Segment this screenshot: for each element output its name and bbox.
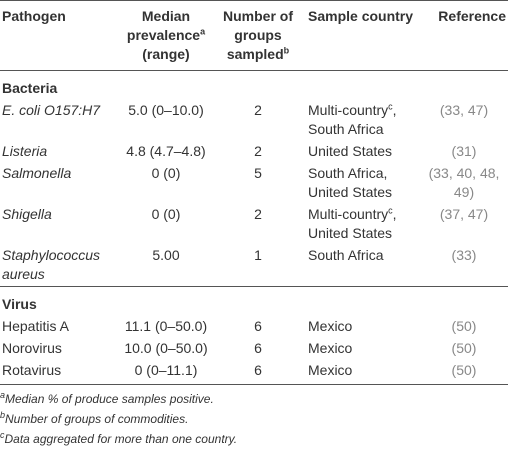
cell: Mexico xyxy=(308,318,353,334)
section-row: Virus xyxy=(0,286,508,316)
cell: (50) xyxy=(451,318,477,334)
cell: 1 xyxy=(254,247,262,263)
cell: (31) xyxy=(451,143,477,159)
data-row: Listeria 4.8 (4.7–4.8) 2 United States (31) xyxy=(0,141,508,163)
data-row: Salmonella 0 (0) 5 South Africa, United Sta… xyxy=(0,163,508,204)
data-row: Norovirus 10.0 (0–50.0) 6 Mexico (50) xyxy=(0,338,508,360)
data-row: E. coli O157:H7 5.0 (0–10.0) 2 Multi-countr… xyxy=(0,100,508,141)
cell: 6 xyxy=(216,360,300,385)
footnote-mark: c xyxy=(0,430,5,440)
cell: 0 (0) xyxy=(151,165,181,181)
footnote-mark: c xyxy=(388,101,393,112)
cell: (37, 47) xyxy=(439,206,489,222)
cell: 6 xyxy=(254,340,262,356)
header-cell: Sample country xyxy=(300,0,420,71)
cell: 4.8 (4.7–4.8) xyxy=(126,143,206,159)
footnote: aMedian % of produce samples positive. xyxy=(0,389,508,409)
cell: 0 (0) xyxy=(151,206,181,222)
cell: 2 xyxy=(254,102,262,118)
data-row: Staphylococcus aureus 5.00 1 South Africa (3… xyxy=(0,245,508,287)
cell: (33) xyxy=(451,247,477,263)
cell: Mexico xyxy=(308,340,353,356)
footnote: bNumber of groups of commodities. xyxy=(0,409,508,429)
cell-text: Multi-country xyxy=(308,206,389,222)
cell: 6 xyxy=(254,318,262,334)
section-title: Virus xyxy=(0,286,508,316)
cell: Mexico xyxy=(300,360,420,385)
footnotes: aMedian % of produce samples positive. bN… xyxy=(0,385,508,449)
data-row: Rotavirus 0 (0–11.1) 6 Mexico (50) xyxy=(0,360,508,385)
header-text: (range) xyxy=(142,46,190,62)
cell: (33, 47) xyxy=(439,102,489,118)
header-row: Pathogen Median prevalencea (range) Number … xyxy=(0,0,508,71)
footnote-mark: a xyxy=(0,390,6,400)
footnote: cData aggregated for more than one count… xyxy=(0,429,508,449)
cell: United States xyxy=(308,143,393,159)
cell: 2 xyxy=(254,143,262,159)
cell: 2 xyxy=(254,206,262,222)
header-cell: Reference xyxy=(420,0,508,71)
data-row: Hepatitis A 11.1 (0–50.0) 6 Mexico (50) xyxy=(0,316,508,338)
cell: Multi-countryc, United States xyxy=(300,204,420,245)
header-text: Sample country xyxy=(308,8,414,24)
cell: 5.0 (0–10.0) xyxy=(128,102,204,118)
cell: 5.00 xyxy=(152,247,180,263)
cell-text: Multi-country xyxy=(308,102,389,118)
section-title: Bacteria xyxy=(2,80,58,96)
cell: South Africa xyxy=(308,247,384,263)
footnote-mark: b xyxy=(283,45,290,56)
cell: Hepatitis A xyxy=(2,318,69,334)
cell-text: , South Africa xyxy=(308,102,397,137)
header-text: Number of groups sampled xyxy=(223,8,293,62)
cell: (50) xyxy=(451,340,477,356)
footnote-text: Data aggregated for more than one countr… xyxy=(4,432,238,446)
cell: Rotavirus xyxy=(0,360,116,385)
footnote-text: Median % of produce samples positive. xyxy=(5,392,214,406)
cell: Salmonella xyxy=(2,165,72,181)
footnote-text: Number of groups of commodities. xyxy=(5,412,189,426)
header-text: Reference xyxy=(438,8,506,24)
cell: Norovirus xyxy=(2,340,62,356)
cell: Multi-countryc, South Africa xyxy=(300,100,420,141)
cell: 0 (0–11.1) xyxy=(116,360,216,385)
cell: 11.1 (0–50.0) xyxy=(124,318,208,334)
table: Pathogen Median prevalencea (range) Number … xyxy=(0,0,508,385)
table-body: Bacteria E. coli O157:H7 5.0 (0–10.0) 2 Mult… xyxy=(0,71,508,385)
footnote-mark: c xyxy=(388,205,393,216)
cell: South Africa, United States xyxy=(308,165,393,200)
header-text: Median prevalence xyxy=(126,8,201,43)
cell: Shigella xyxy=(2,206,52,222)
cell: 10.0 (0–50.0) xyxy=(124,340,208,356)
cell-text: , United States xyxy=(308,206,397,241)
footnote-mark: b xyxy=(0,410,6,420)
data-row: Shigella 0 (0) 2 Multi-countryc, United Sta… xyxy=(0,204,508,245)
footnote-mark: a xyxy=(200,26,206,37)
header-text: Pathogen xyxy=(2,8,66,24)
cell: Listeria xyxy=(2,143,48,159)
section-row: Bacteria xyxy=(0,71,508,101)
cell: (33, 40, 48, 49) xyxy=(428,165,500,200)
cell: (50) xyxy=(420,360,508,385)
header-cell: Pathogen xyxy=(0,0,116,71)
cell: 5 xyxy=(254,165,262,181)
cell: Staphylococcus aureus xyxy=(2,247,101,282)
header-cell: Number of groups sampledb xyxy=(216,0,300,71)
header-cell: Median prevalencea (range) xyxy=(116,0,216,71)
cell: E. coli O157:H7 xyxy=(2,102,101,118)
